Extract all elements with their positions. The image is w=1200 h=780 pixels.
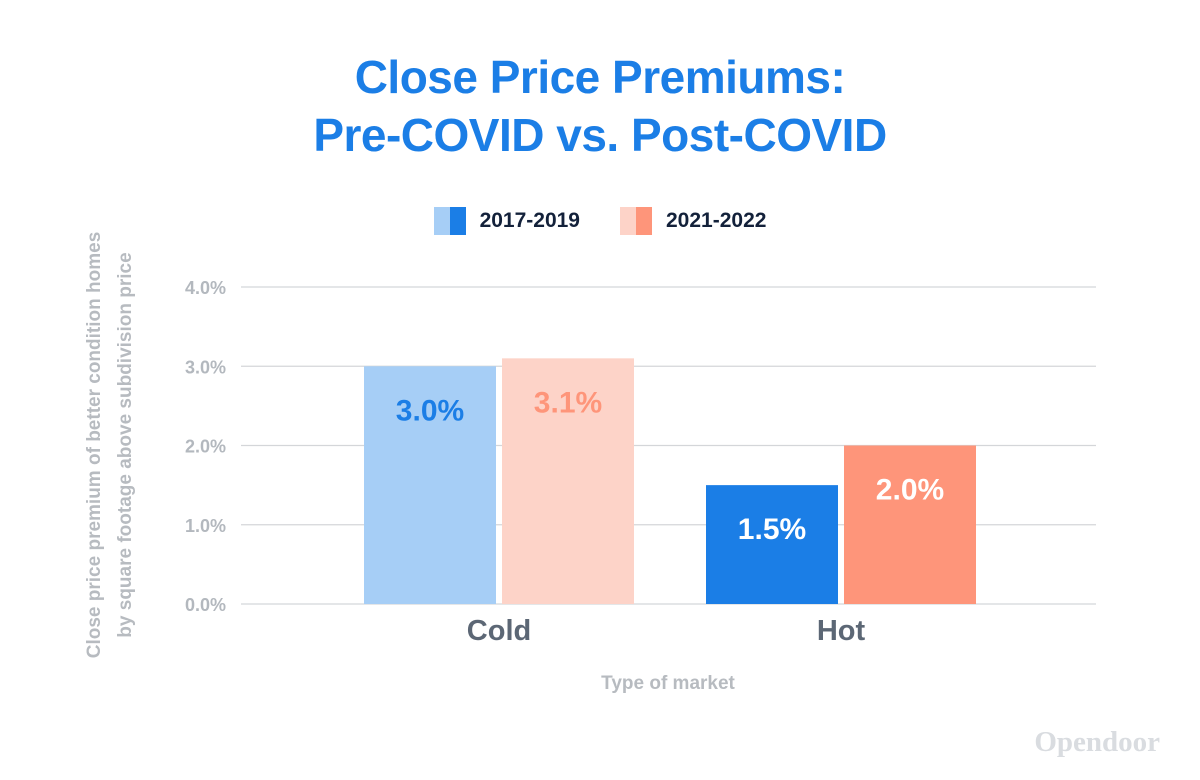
y-tick-label: 2.0% bbox=[185, 437, 226, 457]
legend-item-2021-2022: 2021-2022 bbox=[620, 207, 766, 235]
x-axis-title: Type of market bbox=[601, 673, 735, 694]
legend-label-2017-2019: 2017-2019 bbox=[479, 209, 580, 232]
data-label: 1.5% bbox=[738, 513, 806, 546]
bar bbox=[844, 445, 976, 604]
legend-item-2017-2019: 2017-2019 bbox=[433, 207, 580, 235]
x-category-label: Cold bbox=[467, 615, 531, 647]
legend: 2017-2019 2021-2022 bbox=[0, 207, 1200, 235]
y-axis-title: Close price premium of better condition … bbox=[84, 232, 136, 659]
y-tick-label: 1.0% bbox=[185, 516, 226, 536]
legend-swatch-2017-2019 bbox=[433, 207, 466, 235]
chart-title: Close Price Premiums: Pre-COVID vs. Post… bbox=[0, 48, 1200, 164]
y-axis-title-line: by square footage above subdivision pric… bbox=[115, 252, 136, 637]
bar bbox=[502, 358, 634, 604]
opendoor-logo: Opendoor bbox=[1034, 726, 1160, 758]
y-tick-label: 0.0% bbox=[185, 595, 226, 615]
data-label: 3.0% bbox=[396, 394, 464, 427]
y-tick-label: 4.0% bbox=[185, 278, 226, 298]
bar bbox=[706, 485, 838, 604]
data-label: 3.1% bbox=[534, 386, 602, 419]
y-axis-title-line: Close price premium of better condition … bbox=[84, 232, 105, 659]
legend-swatch-2021-2022 bbox=[620, 207, 652, 235]
bar bbox=[364, 366, 496, 604]
x-category-label: Hot bbox=[817, 615, 866, 647]
legend-label-2021-2022: 2021-2022 bbox=[666, 209, 767, 232]
data-label: 2.0% bbox=[876, 474, 944, 507]
y-tick-label: 3.0% bbox=[185, 357, 226, 377]
chart-title-line-1: Close Price Premiums: bbox=[354, 51, 846, 103]
chart-title-line-2: Pre-COVID vs. Post-COVID bbox=[313, 109, 887, 161]
